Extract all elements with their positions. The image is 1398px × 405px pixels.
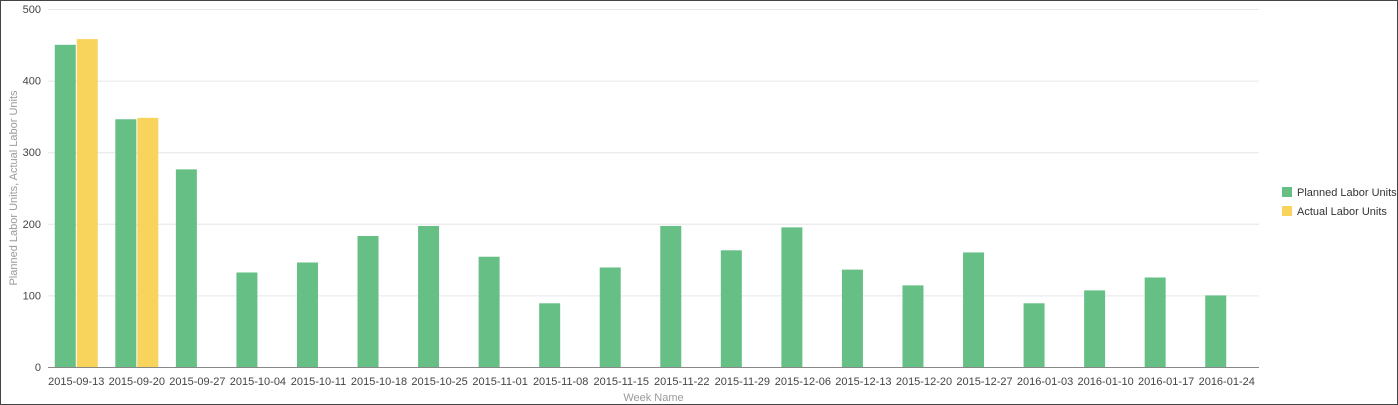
bar-actual-2015-09-20[interactable]	[137, 117, 159, 367]
x-tick-label: 2015-10-04	[230, 376, 286, 388]
x-tick-label: 2015-12-27	[956, 376, 1012, 388]
x-tick-labels: 2015-09-13 2015-09-20 2015-09-27 2015-10-04…	[48, 376, 1255, 388]
bar-planned-2015-10-18[interactable]	[357, 235, 379, 367]
x-tick-label: 2016-01-03	[1017, 376, 1073, 388]
x-tick-label: 2015-11-29	[715, 376, 770, 388]
x-axis-title: Week Name	[623, 392, 683, 404]
bar-planned-2015-12-06[interactable]	[781, 227, 803, 367]
bar-planned-2015-11-22[interactable]	[660, 225, 682, 367]
y-tick-label: 300	[23, 147, 41, 159]
bar-planned-2015-10-04[interactable]	[236, 272, 258, 367]
bar-planned-2016-01-10[interactable]	[1084, 290, 1106, 367]
bar-planned-2015-11-08[interactable]	[539, 303, 561, 367]
x-tick-label: 2015-09-20	[109, 376, 165, 388]
x-tick-label: 2016-01-17	[1138, 376, 1194, 388]
x-tick-label: 2015-12-20	[896, 376, 952, 388]
x-tick-label: 2015-11-01	[472, 376, 527, 388]
x-tick-label: 2015-09-13	[48, 376, 104, 388]
bar-planned-2016-01-17[interactable]	[1144, 277, 1166, 368]
x-tick-label: 2016-01-24	[1199, 376, 1255, 388]
bar-planned-2015-09-27[interactable]	[175, 169, 197, 367]
y-tick-labels: 0 100 200 300 400 500	[23, 4, 41, 374]
y-tick-label: 400	[23, 76, 41, 88]
bar-planned-2015-09-13[interactable]	[54, 44, 76, 368]
x-tick-label: 2015-12-06	[775, 376, 831, 388]
x-tick-label: 2016-01-10	[1077, 376, 1133, 388]
legend-label-actual: Actual Labor Units	[1297, 206, 1387, 218]
x-tick-label: 2015-12-13	[835, 376, 891, 388]
legend-swatch-actual	[1282, 206, 1292, 216]
x-tick-label: 2015-10-25	[411, 376, 467, 388]
bars-group	[54, 39, 1227, 368]
bar-planned-2016-01-24[interactable]	[1205, 295, 1227, 367]
y-tick-label: 100	[23, 290, 41, 302]
bar-planned-2016-01-03[interactable]	[1023, 303, 1045, 367]
bar-planned-2015-11-29[interactable]	[720, 250, 742, 367]
bar-planned-2015-11-15[interactable]	[599, 267, 621, 367]
legend: Planned Labor Units Actual Labor Units	[1282, 187, 1397, 218]
bar-planned-2015-11-01[interactable]	[478, 256, 500, 367]
legend-swatch-planned	[1282, 187, 1292, 197]
x-tick-label: 2015-10-18	[351, 376, 407, 388]
legend-label-planned: Planned Labor Units	[1297, 187, 1397, 199]
y-axis-title: Planned Labor Units, Actual Labor Units	[8, 90, 20, 286]
bar-planned-2015-09-20[interactable]	[115, 119, 137, 367]
bar-planned-2015-10-25[interactable]	[418, 225, 440, 367]
bar-planned-2015-12-13[interactable]	[841, 269, 863, 367]
y-tick-label: 0	[35, 362, 41, 374]
x-tick-label: 2015-11-08	[533, 376, 588, 388]
y-tick-label: 200	[23, 219, 41, 231]
x-tick-label: 2015-11-22	[654, 376, 709, 388]
bar-actual-2015-09-13[interactable]	[76, 39, 98, 368]
y-tick-label: 500	[23, 4, 41, 16]
x-tick-label: 2015-09-27	[169, 376, 225, 388]
bar-planned-2015-12-27[interactable]	[963, 252, 985, 367]
bar-planned-2015-12-20[interactable]	[902, 285, 924, 367]
bar-planned-2015-10-11[interactable]	[296, 262, 318, 367]
x-tick-label: 2015-10-11	[291, 376, 346, 388]
x-tick-label: 2015-11-15	[593, 376, 648, 388]
grid-lines	[48, 9, 1259, 297]
